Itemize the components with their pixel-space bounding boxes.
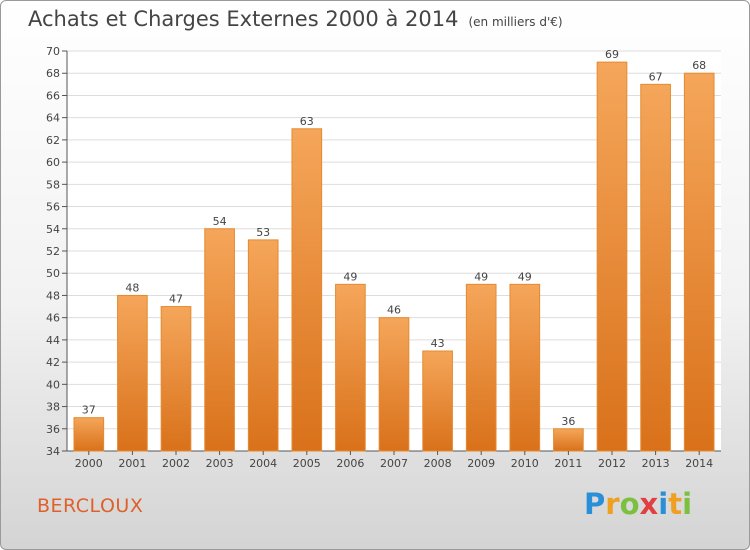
logo-letter: P <box>584 487 606 521</box>
bar <box>422 350 453 452</box>
logo-letter: o <box>619 487 640 521</box>
logo-letter: i <box>658 487 669 521</box>
chart-title: Achats et Charges Externes 2000 à 2014 (e… <box>28 7 563 31</box>
logo-letter: r <box>605 487 620 521</box>
x-tick-label: 2005 <box>293 457 321 470</box>
data-label: 49 <box>518 270 532 283</box>
x-tick-label: 2014 <box>685 457 713 470</box>
data-label: 43 <box>431 337 445 350</box>
data-label: 37 <box>82 404 96 417</box>
bar <box>640 83 671 452</box>
x-tick-label: 2001 <box>118 457 146 470</box>
bar <box>73 417 105 452</box>
bar <box>553 428 584 452</box>
y-tick-label: 62 <box>46 134 60 147</box>
y-tick-label: 70 <box>46 45 60 58</box>
data-label: 69 <box>605 48 619 61</box>
data-label: 67 <box>649 70 663 83</box>
x-tick-label: 2010 <box>511 457 539 470</box>
y-tick-label: 40 <box>46 378 60 391</box>
title-text: Achats et Charges Externes 2000 à 2014 <box>28 7 459 31</box>
x-tick-label: 2008 <box>424 457 452 470</box>
data-label: 36 <box>561 415 575 428</box>
bar <box>378 317 410 452</box>
data-label: 53 <box>256 226 270 239</box>
y-tick-label: 44 <box>46 334 60 347</box>
y-tick-label: 36 <box>46 423 60 436</box>
bar <box>683 72 715 452</box>
x-tick-label: 2000 <box>75 457 103 470</box>
logo-letter: x <box>639 487 659 521</box>
y-tick-label: 54 <box>46 223 60 236</box>
y-tick-label: 52 <box>46 245 60 258</box>
commune-name: BERCLOUX <box>37 495 144 517</box>
logo-letter: i <box>682 487 693 521</box>
data-label: 46 <box>387 304 401 317</box>
y-tick-label: 42 <box>46 356 60 369</box>
data-label: 54 <box>213 215 227 228</box>
x-tick-label: 2009 <box>467 457 495 470</box>
y-tick-label: 60 <box>46 156 60 169</box>
bar <box>509 283 541 452</box>
bar <box>160 306 192 452</box>
bar <box>117 294 148 452</box>
y-tick-label: 66 <box>46 89 60 102</box>
bar <box>204 228 235 452</box>
data-label: 47 <box>169 293 183 306</box>
data-label: 49 <box>343 270 357 283</box>
bar <box>596 61 628 452</box>
y-tick-label: 56 <box>46 201 60 214</box>
data-label: 49 <box>474 270 488 283</box>
y-tick-label: 48 <box>46 289 60 302</box>
x-tick-label: 2011 <box>554 457 582 470</box>
bar <box>465 283 497 452</box>
y-tick-label: 38 <box>46 401 60 414</box>
y-tick-label: 68 <box>46 67 60 80</box>
y-tick-label: 58 <box>46 178 60 191</box>
unit-label: (en milliers d'€) <box>468 15 563 29</box>
bar <box>247 239 279 452</box>
logo-letter: t <box>668 487 683 521</box>
y-tick-label: 64 <box>46 112 60 125</box>
x-tick-label: 2007 <box>380 457 408 470</box>
x-tick-label: 2002 <box>162 457 190 470</box>
y-tick-label: 34 <box>46 445 60 458</box>
bar <box>335 283 366 452</box>
x-tick-label: 2004 <box>249 457 277 470</box>
bar <box>291 128 323 452</box>
y-tick-label: 46 <box>46 312 60 325</box>
proxiti-logo: Proxiti <box>584 487 692 521</box>
x-tick-label: 2012 <box>598 457 626 470</box>
data-label: 68 <box>692 59 706 72</box>
x-tick-label: 2003 <box>206 457 234 470</box>
y-tick-label: 50 <box>46 267 60 280</box>
data-label: 63 <box>300 115 314 128</box>
x-tick-label: 2013 <box>642 457 670 470</box>
data-label: 48 <box>125 281 139 294</box>
x-tick-label: 2006 <box>336 457 364 470</box>
